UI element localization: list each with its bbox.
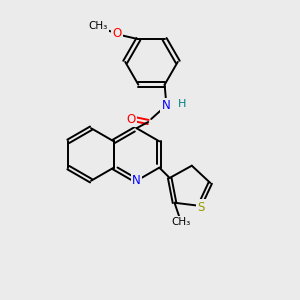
Text: S: S — [197, 201, 205, 214]
Text: N: N — [132, 174, 141, 187]
Text: O: O — [112, 27, 122, 40]
Text: H: H — [178, 99, 187, 109]
Text: N: N — [162, 99, 170, 112]
Text: CH₃: CH₃ — [89, 21, 108, 31]
Text: CH₃: CH₃ — [172, 217, 191, 227]
Text: O: O — [126, 112, 136, 125]
